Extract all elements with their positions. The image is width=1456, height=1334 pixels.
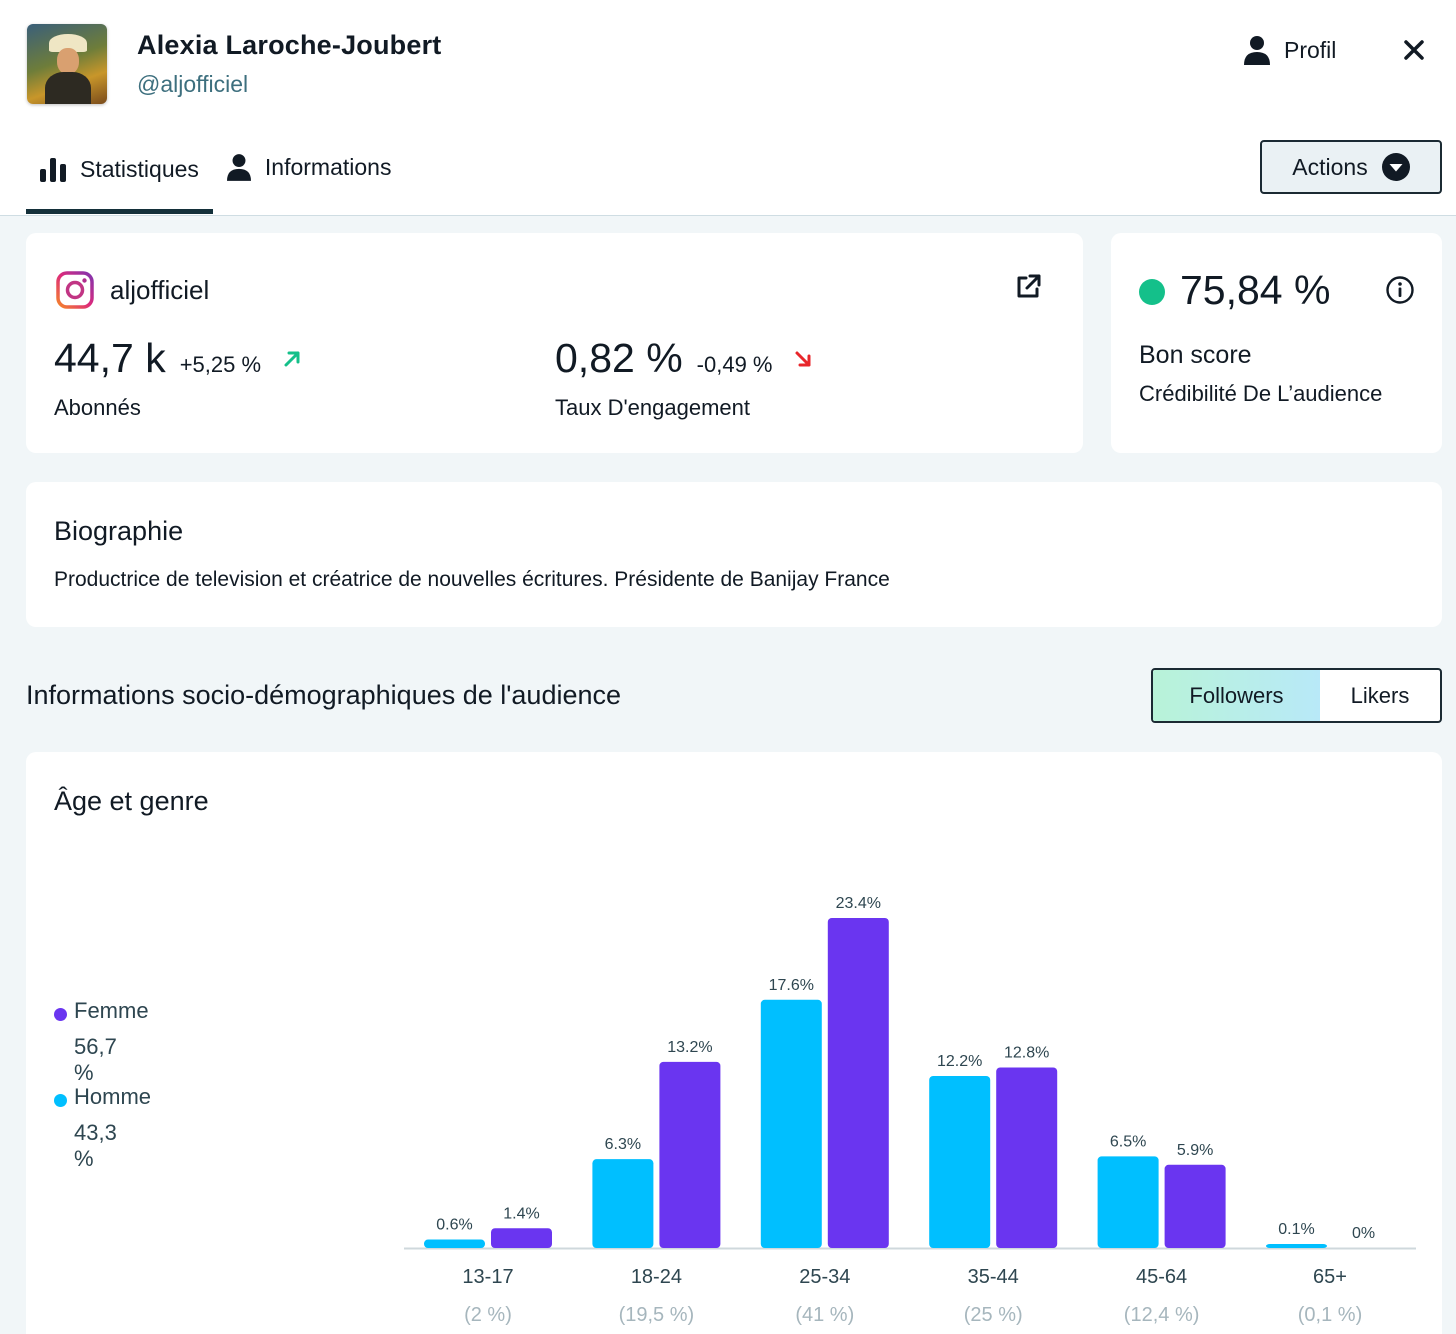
bar-value-label: 1.4% <box>503 1205 539 1222</box>
x-tick-total: (2 %) <box>464 1304 512 1326</box>
bar-homme-35-44[interactable] <box>929 1075 991 1248</box>
x-tick-label: 18-24 <box>631 1266 682 1288</box>
tab-statistiques[interactable]: Statistiques <box>26 130 213 214</box>
profile-header: Alexia Laroche-Joubert @aljofficiel Prof… <box>0 0 1456 216</box>
bar-homme-65+[interactable] <box>1266 1244 1327 1248</box>
account-stats-card: aljofficiel 44,7 k +5,25 % Abonnés 0,82 … <box>26 233 1083 453</box>
engagement-value: 0,82 % <box>555 335 683 381</box>
engagement-metric: 0,82 % -0,49 % <box>555 335 814 382</box>
bar-value-label: 12.8% <box>1004 1044 1049 1061</box>
arrow-down-right-icon <box>795 351 811 366</box>
followers-label: Abonnés <box>54 395 141 420</box>
user-handle: @aljofficiel <box>137 71 249 97</box>
age-gender-chart: 0.6% 1.4% 13-17 (2 %) 6.3% 13.2% 18-24 (19,5 %)… <box>404 895 1416 1326</box>
bar-value-label: 23.4% <box>836 895 881 912</box>
chart-title: Âge et genre <box>54 786 209 816</box>
bar-value-label: 12.2% <box>937 1053 982 1070</box>
actions-button[interactable]: Actions <box>1260 140 1442 194</box>
followers-metric: 44,7 k +5,25 % <box>54 335 303 382</box>
bar-value-label: 0% <box>1352 1225 1375 1242</box>
x-tick-label: 65+ <box>1313 1266 1347 1288</box>
bar-value-label: 6.5% <box>1110 1133 1146 1150</box>
demographics-title: Informations socio-démographiques de l'a… <box>26 680 622 710</box>
score-value: 75,84 % <box>1180 267 1331 313</box>
x-tick-label: 13-17 <box>462 1266 513 1288</box>
actions-label: Actions <box>1292 153 1368 180</box>
x-tick-total: (25 %) <box>964 1304 1023 1326</box>
biography-card: Biographie Productrice de television et … <box>26 482 1442 627</box>
bio-title: Biographie <box>54 516 184 546</box>
profil-label: Profil <box>1284 36 1337 63</box>
x-tick-total: (19,5 %) <box>619 1304 695 1326</box>
tab-label: Statistiques <box>80 156 199 182</box>
toggle-followers[interactable]: Followers <box>1153 670 1320 721</box>
arrow-up-right-icon <box>284 351 300 366</box>
bar-value-label: 5.9% <box>1177 1142 1213 1159</box>
x-tick-label: 45-64 <box>1136 1266 1187 1288</box>
x-tick-total: (0,1 %) <box>1298 1304 1362 1326</box>
bar-femme-13-17[interactable] <box>491 1228 552 1248</box>
bio-text: Productrice de television et créatrice d… <box>54 568 890 591</box>
account-name: aljofficiel <box>110 274 210 305</box>
external-link-icon[interactable] <box>1014 273 1042 301</box>
x-tick-total: (12,4 %) <box>1124 1304 1200 1326</box>
x-tick-label: 35-44 <box>968 1266 1019 1288</box>
bar-homme-13-17[interactable] <box>424 1239 485 1248</box>
user-name: Alexia Laroche-Joubert <box>137 30 442 60</box>
person-icon <box>226 154 251 181</box>
bar-femme-25-34[interactable] <box>827 918 889 1248</box>
bar-homme-45-64[interactable] <box>1097 1156 1159 1248</box>
info-icon[interactable] <box>1385 275 1415 305</box>
bar-homme-18-24[interactable] <box>592 1159 654 1248</box>
avatar <box>27 24 107 104</box>
bar-value-label: 6.3% <box>605 1136 641 1153</box>
instagram-icon <box>56 271 94 309</box>
bar-homme-25-34[interactable] <box>760 999 822 1248</box>
tab-label: Informations <box>264 153 392 180</box>
toggle-likers[interactable]: Likers <box>1350 682 1410 708</box>
credibility-card: 75,84 % Bon score Crédibilité De L’audie… <box>1111 233 1442 453</box>
legend-dot <box>54 1094 67 1107</box>
bar-value-label: 0.1% <box>1278 1221 1314 1238</box>
x-tick-total: (41 %) <box>795 1304 854 1326</box>
bar-femme-18-24[interactable] <box>659 1061 721 1248</box>
followers-delta: +5,25 % <box>179 352 262 377</box>
tab-informations[interactable]: Informations <box>213 130 406 204</box>
x-tick-label: 25-34 <box>799 1266 850 1288</box>
bar-value-label: 0.6% <box>436 1217 472 1234</box>
score-label: Bon score <box>1139 341 1252 369</box>
bar-femme-35-44[interactable] <box>996 1067 1058 1248</box>
bar-value-label: 17.6% <box>769 977 814 994</box>
score-sublabel: Crédibilité De L’audience <box>1139 381 1383 406</box>
legend-name: Femme <box>74 998 149 1023</box>
legend-dot <box>54 1008 67 1021</box>
age-gender-card: Âge et genre Femme 56,7 % Homme 43,3 % 0… <box>26 752 1442 1334</box>
chevron-down-circle-icon <box>1381 153 1410 181</box>
legend-name: Homme <box>74 1084 152 1109</box>
followers-value: 44,7 k <box>54 335 166 381</box>
profil-button[interactable]: Profil <box>1244 32 1336 68</box>
engagement-label: Taux D'engagement <box>555 395 750 420</box>
legend-pct: 43,3 % <box>74 1120 117 1171</box>
bar-value-label: 13.2% <box>667 1039 712 1056</box>
legend-pct: 56,7 % <box>74 1034 117 1085</box>
close-icon[interactable] <box>1400 36 1428 64</box>
bar-femme-45-64[interactable] <box>1164 1164 1226 1248</box>
score-status-dot <box>1139 279 1165 305</box>
bar-chart-icon <box>40 157 66 182</box>
person-icon <box>1244 36 1270 65</box>
engagement-delta: -0,49 % <box>696 352 773 377</box>
audience-toggle: Followers Likers <box>1151 668 1442 723</box>
tab-bar: Statistiques Informations <box>26 130 405 216</box>
